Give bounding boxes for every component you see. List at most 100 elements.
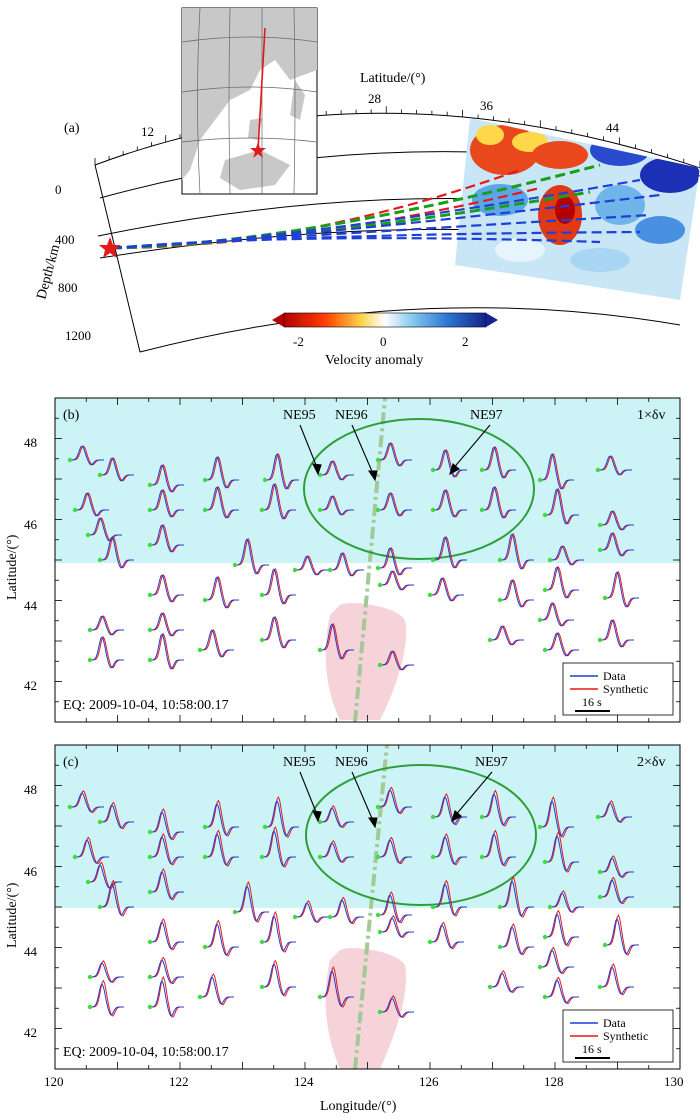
station-marker	[97, 472, 103, 478]
data-waveform	[262, 568, 296, 605]
panel-a: (a) Latitude/(°) 12 28 36 44 0 400 800 1…	[34, 7, 700, 368]
station-marker	[317, 507, 323, 513]
station-marker	[327, 914, 333, 920]
panel-c-pink-region	[325, 948, 406, 1069]
lat-tick-36: 36	[480, 98, 494, 113]
station-marker	[67, 804, 73, 810]
colorbar-title: Velocity anomaly	[325, 353, 423, 368]
synthetic-waveform	[600, 619, 634, 648]
station-marker	[430, 557, 436, 563]
synthetic-waveform	[150, 975, 184, 1018]
data-waveform	[150, 980, 184, 1017]
station-marker	[72, 507, 78, 513]
data-waveform	[262, 483, 296, 520]
data-waveform	[545, 913, 579, 946]
panel-c-waveforms	[67, 786, 639, 1018]
data-waveform	[378, 492, 412, 517]
synthetic-waveform	[545, 976, 579, 1005]
data-waveform	[430, 577, 464, 602]
data-waveform	[482, 486, 516, 519]
station-marker	[85, 532, 91, 538]
station-marker	[597, 522, 603, 528]
data-waveform	[482, 793, 516, 826]
panel-c-profile-line	[353, 744, 389, 1070]
data-waveform	[205, 833, 239, 866]
data-waveform	[265, 800, 299, 837]
data-waveform	[320, 460, 354, 481]
data-waveform	[500, 533, 534, 570]
data-waveform	[378, 894, 412, 923]
synthetic-waveform	[545, 566, 579, 599]
synthetic-waveform	[605, 913, 639, 956]
station-marker	[430, 904, 436, 910]
station-marker	[317, 472, 323, 478]
station-marker	[97, 557, 103, 563]
data-waveform	[75, 839, 109, 864]
synthetic-waveform	[205, 919, 239, 957]
station-marker	[537, 964, 543, 970]
station-marker	[377, 929, 383, 935]
station-marker	[147, 939, 153, 945]
station-marker	[430, 814, 436, 820]
station-marker	[97, 819, 103, 825]
data-waveform	[330, 552, 364, 577]
data-waveform	[70, 792, 104, 813]
data-waveform	[433, 836, 467, 865]
data-waveform	[150, 921, 184, 950]
data-waveform	[600, 966, 634, 995]
synthetic-waveform	[150, 956, 184, 985]
station-marker	[597, 984, 603, 990]
station-marker	[487, 984, 493, 990]
station-marker	[597, 547, 603, 553]
station-marker	[232, 909, 238, 915]
station-marker	[542, 859, 548, 865]
station-marker	[375, 457, 381, 463]
station-marker	[597, 894, 603, 900]
data-waveform	[433, 536, 467, 569]
panel-c-legend-synthetic: Synthetic	[603, 1029, 648, 1043]
data-waveform	[605, 571, 639, 608]
data-waveform	[100, 457, 134, 482]
synthetic-waveform	[200, 629, 234, 658]
data-waveform	[490, 625, 524, 646]
data-waveform	[545, 488, 579, 525]
panel-c-scale: 2×δv	[637, 755, 666, 770]
station-marker	[317, 994, 323, 1000]
synthetic-waveform	[500, 923, 534, 956]
station-marker	[317, 647, 323, 653]
data-waveform	[235, 885, 269, 922]
synthetic-waveform	[540, 946, 574, 975]
synthetic-waveform	[90, 960, 124, 983]
synthetic-waveform	[90, 636, 124, 669]
data-waveform	[380, 917, 414, 938]
panel-b-legend: Data Synthetic 16 s	[562, 662, 674, 716]
station-marker	[87, 627, 93, 633]
station-marker	[430, 507, 436, 513]
data-waveform	[545, 835, 579, 872]
ray-path	[111, 237, 601, 250]
station-marker	[375, 565, 381, 571]
data-waveform	[433, 796, 467, 825]
b-lat-46: 46	[24, 517, 38, 532]
panel-c-ticks	[54, 744, 681, 1070]
data-waveform	[295, 902, 329, 923]
panel-c-legend: Data Synthetic 16 s	[562, 1009, 674, 1063]
data-waveform	[598, 455, 632, 476]
station-marker	[259, 984, 265, 990]
data-waveform	[150, 464, 184, 493]
synthetic-waveform	[200, 973, 234, 1006]
panel-b-scale: 1×δv	[637, 408, 666, 423]
panel-c-station-ne97: NE97	[475, 755, 508, 770]
data-waveform	[550, 545, 584, 566]
bottom-arc	[139, 307, 681, 353]
station-marker	[427, 939, 433, 945]
station-marker	[479, 507, 485, 513]
station-marker	[427, 592, 433, 598]
synthetic-waveform	[430, 921, 464, 950]
station-marker	[259, 507, 265, 513]
panel-b: (b) 1×δv NE95 NE96 NE97 EQ: 2009-10-04, …	[54, 397, 681, 723]
station-marker	[547, 557, 553, 563]
ray-path	[111, 193, 661, 250]
station-marker	[67, 457, 73, 463]
